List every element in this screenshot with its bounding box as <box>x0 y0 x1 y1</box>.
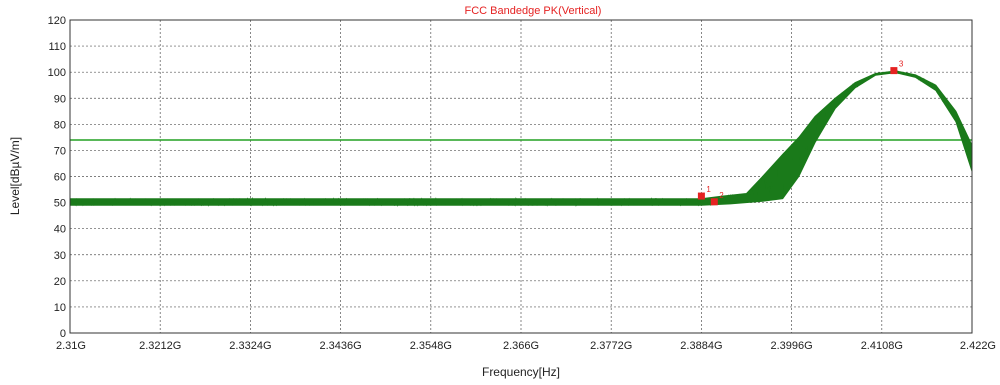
x-tick-labels: 2.31G 2.3212G 2.3324G 2.3436G 2.3548G 2.366G 2… <box>56 340 996 352</box>
marker-label: 2 <box>719 191 724 200</box>
y-tick-label: 110 <box>48 41 66 53</box>
y-tick-label: 70 <box>54 145 66 157</box>
x-tick-label: 2.3548G <box>410 340 452 352</box>
x-tick-label: 2.3324G <box>229 340 271 352</box>
y-tick-label: 30 <box>54 250 66 262</box>
y-tick-label: 60 <box>54 172 66 184</box>
chart-title: FCC Bandedge PK(Vertical) <box>465 5 602 17</box>
x-tick-label: 2.3884G <box>680 340 722 352</box>
x-tick-label: 2.31G <box>56 340 86 352</box>
plot-frame <box>69 19 973 334</box>
y-tick-label: 50 <box>54 198 66 210</box>
y-tick-label: 100 <box>48 67 66 79</box>
marker-layer: 12 3 <box>697 60 904 206</box>
marker-label: 3 <box>899 60 904 69</box>
x-axis-label: Frequency[Hz] <box>482 365 560 379</box>
y-axis-label: Level[dBµV/m] <box>8 137 22 215</box>
x-tick-label: 2.3212G <box>139 340 181 352</box>
x-tick-label: 2.3436G <box>319 340 361 352</box>
x-tick-label: 2.3996G <box>770 340 812 352</box>
x-tick-label: 2.366G <box>503 340 539 352</box>
marker-point <box>890 67 898 75</box>
y-tick-label: 90 <box>54 93 66 105</box>
y-tick-label: 40 <box>54 224 66 236</box>
y-tick-labels: 0 10 20 30 40 50 60 70 80 90 100 110 120 <box>48 15 66 340</box>
marker-label: 1 <box>706 185 711 194</box>
x-tick-label: 2.4108G <box>861 340 903 352</box>
x-tick-label: 2.3772G <box>590 340 632 352</box>
marker-point <box>697 192 705 200</box>
y-tick-label: 20 <box>54 276 66 288</box>
y-tick-label: 120 <box>48 15 66 27</box>
series-trace <box>69 70 973 207</box>
marker-point <box>710 198 718 206</box>
y-tick-label: 0 <box>60 328 66 340</box>
y-tick-label: 80 <box>54 119 66 131</box>
y-tick-label: 10 <box>54 302 66 314</box>
x-tick-label: 2.422G <box>960 340 996 352</box>
